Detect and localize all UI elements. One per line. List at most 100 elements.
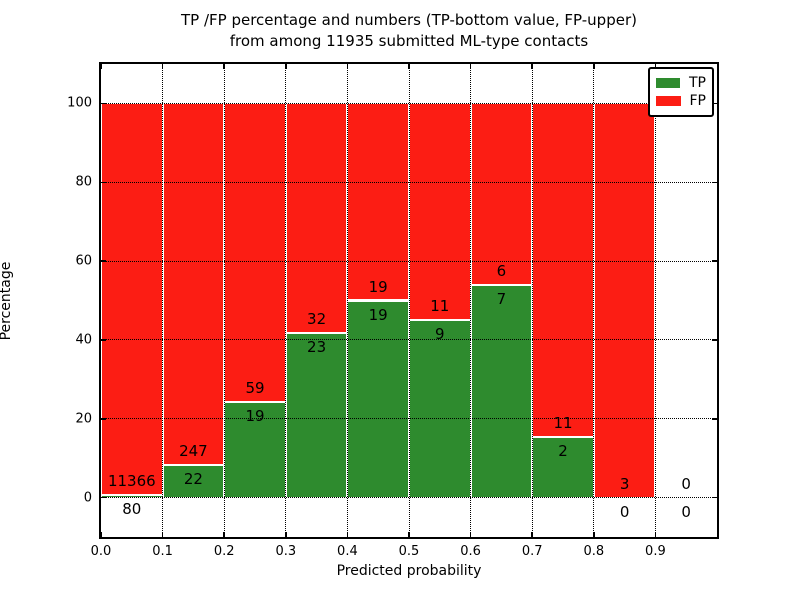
fp-count-label: 32 (307, 309, 327, 328)
y-tick-right (712, 260, 717, 262)
x-tick-bottom (161, 532, 164, 537)
tp-count-label: 2 (558, 441, 568, 460)
y-tick-right (712, 418, 717, 420)
x-tick-top (346, 64, 349, 69)
tp-count-label: 9 (435, 325, 445, 344)
chart-title-line2: from among 11935 submitted ML-type conta… (229, 32, 589, 50)
x-tick-bottom (593, 532, 595, 537)
x-tick-top (593, 64, 595, 69)
fp-count-label: 3 (619, 474, 630, 493)
bar-segment-tp (532, 436, 594, 498)
x-tick-label: 0.7 (521, 544, 543, 559)
tp-count-label: 80 (122, 499, 142, 518)
y-tick-left (101, 181, 106, 183)
x-tick-label: 0.2 (213, 544, 235, 559)
legend-item-fp: FP (656, 92, 706, 110)
x-tick-top (469, 64, 472, 69)
fp-count-label: 11 (553, 413, 573, 432)
x-tick-top (223, 64, 225, 69)
bar-segment-fp (409, 103, 471, 321)
y-gridline (101, 102, 717, 104)
bar-segment-tp (409, 320, 471, 498)
y-gridline (101, 497, 717, 499)
tp-legend-label: TP (689, 75, 706, 91)
tp-legend-swatch (656, 78, 680, 88)
y-gridline (101, 339, 717, 341)
tp-count-label: 0 (681, 502, 691, 521)
x-tick-bottom (654, 532, 657, 537)
x-gridline (531, 64, 533, 537)
x-tick-bottom (531, 532, 533, 537)
y-tick-right (712, 339, 717, 341)
legend: TP FP (648, 67, 714, 117)
x-tick-bottom (223, 532, 225, 537)
fp-count-label: 0 (681, 474, 691, 493)
y-tick-left (101, 339, 106, 341)
x-tick-bottom (100, 532, 102, 537)
chart-title: TP /FP percentage and numbers (TP-bottom… (99, 10, 719, 52)
x-tick-top (100, 64, 102, 69)
bar-segment-tp (470, 285, 533, 498)
x-gridline (470, 64, 472, 537)
fp-count-label: 6 (496, 262, 507, 281)
bar-segment-fp (162, 103, 225, 466)
x-gridline (593, 64, 595, 537)
bar-segment-fp (593, 103, 656, 498)
y-tick-label: 0 (83, 490, 92, 506)
x-tick-top (161, 64, 164, 69)
x-tick-label: 0.0 (90, 544, 112, 559)
y-tick-left (101, 260, 106, 262)
y-gridline (101, 260, 717, 262)
tp-count-label: 19 (368, 305, 388, 324)
x-tick-label: 0.8 (583, 544, 605, 559)
tp-count-label: 22 (183, 470, 203, 489)
fp-count-label: 59 (245, 378, 265, 397)
x-tick-label: 0.5 (398, 544, 420, 559)
x-tick-bottom (469, 532, 472, 537)
x-tick-label: 0.1 (152, 544, 173, 559)
bar-segment-fp (285, 103, 348, 333)
bar-segment-fp (101, 103, 163, 495)
y-tick-left (101, 418, 106, 420)
x-tick-bottom (408, 532, 410, 537)
bar-segment-fp (224, 103, 286, 402)
tp-count-label: 0 (619, 502, 630, 521)
bar-segment-fp (470, 103, 533, 286)
x-tick-label: 0.6 (460, 544, 481, 559)
y-tick-right (712, 496, 717, 499)
x-tick-label: 0.3 (275, 544, 297, 559)
x-gridline (654, 64, 656, 537)
x-tick-bottom (285, 532, 287, 537)
y-tick-label: 100 (67, 95, 92, 111)
y-tick-right (712, 102, 717, 105)
x-tick-top (285, 64, 287, 69)
fp-count-label: 19 (368, 277, 388, 296)
y-tick-left (101, 102, 106, 105)
bar-segment-tp (285, 332, 348, 498)
x-tick-top (408, 64, 410, 69)
legend-item-tp: TP (656, 74, 706, 92)
y-tick-label: 80 (75, 174, 92, 190)
x-gridline (408, 64, 410, 537)
x-axis-label: Predicted probability (336, 563, 482, 579)
y-gridline (101, 418, 717, 420)
x-tick-label: 0.9 (645, 544, 666, 559)
chart-title-line1: TP /FP percentage and numbers (TP-bottom… (181, 11, 637, 29)
y-tick-left (101, 496, 106, 499)
x-gridline (285, 64, 287, 537)
x-gridline (162, 64, 164, 537)
plot-area: TP FP 11366 80 247 22 59 19 32 23 19 19 11 9 6 7 11 2 3 0… (99, 62, 719, 539)
x-tick-top (654, 64, 657, 69)
x-gridline (346, 64, 348, 537)
bar-segment-tp (347, 300, 409, 498)
y-gridline (101, 181, 717, 183)
y-tick-right (712, 181, 717, 183)
x-tick-bottom (346, 532, 349, 537)
fp-count-label: 11366 (107, 471, 156, 490)
y-tick-label: 20 (75, 411, 92, 427)
y-tick-label: 40 (75, 332, 92, 348)
bar-segment-fp (532, 103, 594, 437)
x-tick-top (531, 64, 533, 69)
fp-legend-swatch (656, 96, 681, 106)
